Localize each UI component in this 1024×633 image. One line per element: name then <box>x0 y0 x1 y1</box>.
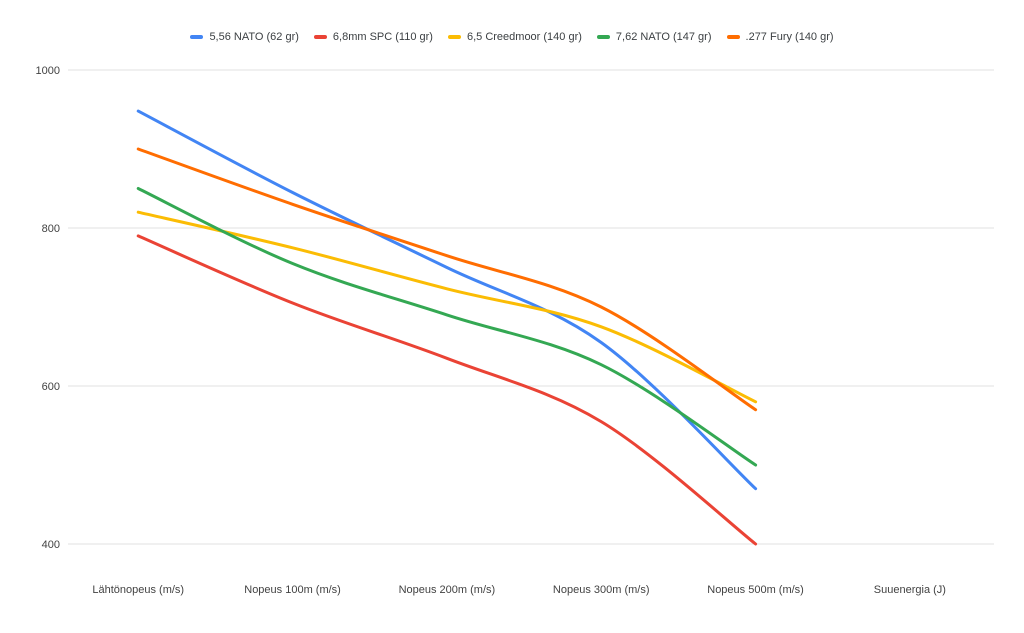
legend-label: 6,8mm SPC (110 gr) <box>332 31 433 43</box>
legend-item-4: .277 Fury (140 gr) <box>726 31 834 43</box>
x-axis-category-label: Nopeus 300m (m/s) <box>553 584 650 596</box>
legend-swatch-icon <box>313 35 327 39</box>
legend-item-3: 7,62 NATO (147 gr) <box>596 31 712 43</box>
legend-item-2: 6,5 Creedmoor (140 gr) <box>447 31 582 43</box>
series-line-4 <box>136 147 758 412</box>
y-axis-tick-label: 600 <box>42 381 60 393</box>
y-axis-tick-label: 1000 <box>36 65 60 77</box>
x-axis-category-label: Lähtönopeus (m/s) <box>92 584 184 596</box>
legend-swatch-icon <box>596 35 610 39</box>
legend-swatch-icon <box>726 35 740 39</box>
series-line-0 <box>136 109 758 491</box>
legend-label: .277 Fury (140 gr) <box>745 31 834 43</box>
legend-label: 7,62 NATO (147 gr) <box>615 31 712 43</box>
legend-label: 5,56 NATO (62 gr) <box>209 31 299 43</box>
series-line-2 <box>136 210 758 404</box>
series-line-3 <box>136 187 758 467</box>
x-axis-category-label: Nopeus 100m (m/s) <box>244 584 341 596</box>
x-axis-category-label: Suuenergia (J) <box>874 584 946 596</box>
y-axis-tick-label: 400 <box>42 539 60 551</box>
y-axis-tick-label: 800 <box>42 223 60 235</box>
legend-swatch-icon <box>190 35 204 39</box>
series-line-1 <box>136 234 758 546</box>
x-axis-category-label: Nopeus 500m (m/s) <box>707 584 804 596</box>
x-axis-category-label: Nopeus 200m (m/s) <box>399 584 496 596</box>
legend-label: 6,5 Creedmoor (140 gr) <box>466 31 582 43</box>
chart-legend: 5,56 NATO (62 gr) 6,8mm SPC (110 gr) 6,5 C… <box>0 29 1024 45</box>
legend-item-0: 5,56 NATO (62 gr) <box>190 31 299 43</box>
legend-item-1: 6,8mm SPC (110 gr) <box>313 31 433 43</box>
legend-swatch-icon <box>447 35 461 39</box>
